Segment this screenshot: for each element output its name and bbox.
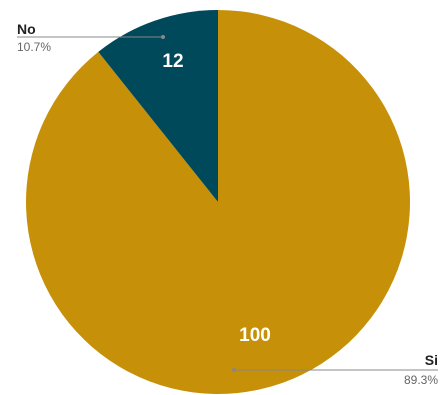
legend-label-no: No — [17, 21, 36, 37]
leader-line-si-dot — [232, 368, 236, 372]
pie-slice-si — [26, 10, 411, 394]
legend-percent-no: 10.7% — [17, 40, 51, 54]
slice-value-si: 100 — [239, 325, 271, 346]
slice-value-no: 12 — [162, 51, 183, 72]
pie-slice-no — [98, 10, 218, 202]
legend-percent-si: 89.3% — [404, 373, 438, 387]
leader-line-no-dot — [161, 35, 165, 39]
legend-label-si: Si — [425, 352, 438, 368]
